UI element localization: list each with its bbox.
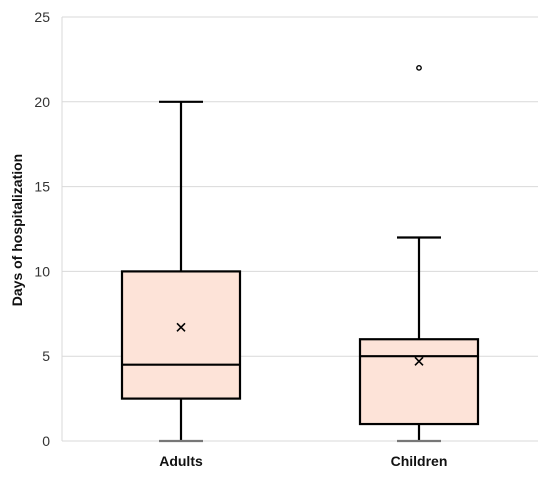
y-tick-label: 25 [34,9,50,25]
mean-marker [414,356,424,366]
x-axis-categories: Adults Children [159,453,447,469]
iqr-box [358,338,480,426]
y-tick-label: 5 [42,348,50,364]
mean-marker [176,322,186,332]
y-tick-label: 15 [34,179,50,195]
x-category-label: Children [391,453,448,469]
y-axis-title: Days of hospitalization [9,154,25,306]
y-axis-ticks: 0 5 10 15 20 25 [34,9,50,449]
y-tick-label: 20 [34,94,50,110]
y-tick-label: 10 [34,263,50,279]
boxes [120,64,480,443]
x-category-label: Adults [159,453,203,469]
iqr-box [120,270,242,400]
box-group-adults [120,100,242,443]
box-group-children [358,64,480,443]
outlier-point [416,64,422,71]
y-tick-label: 0 [42,433,50,449]
